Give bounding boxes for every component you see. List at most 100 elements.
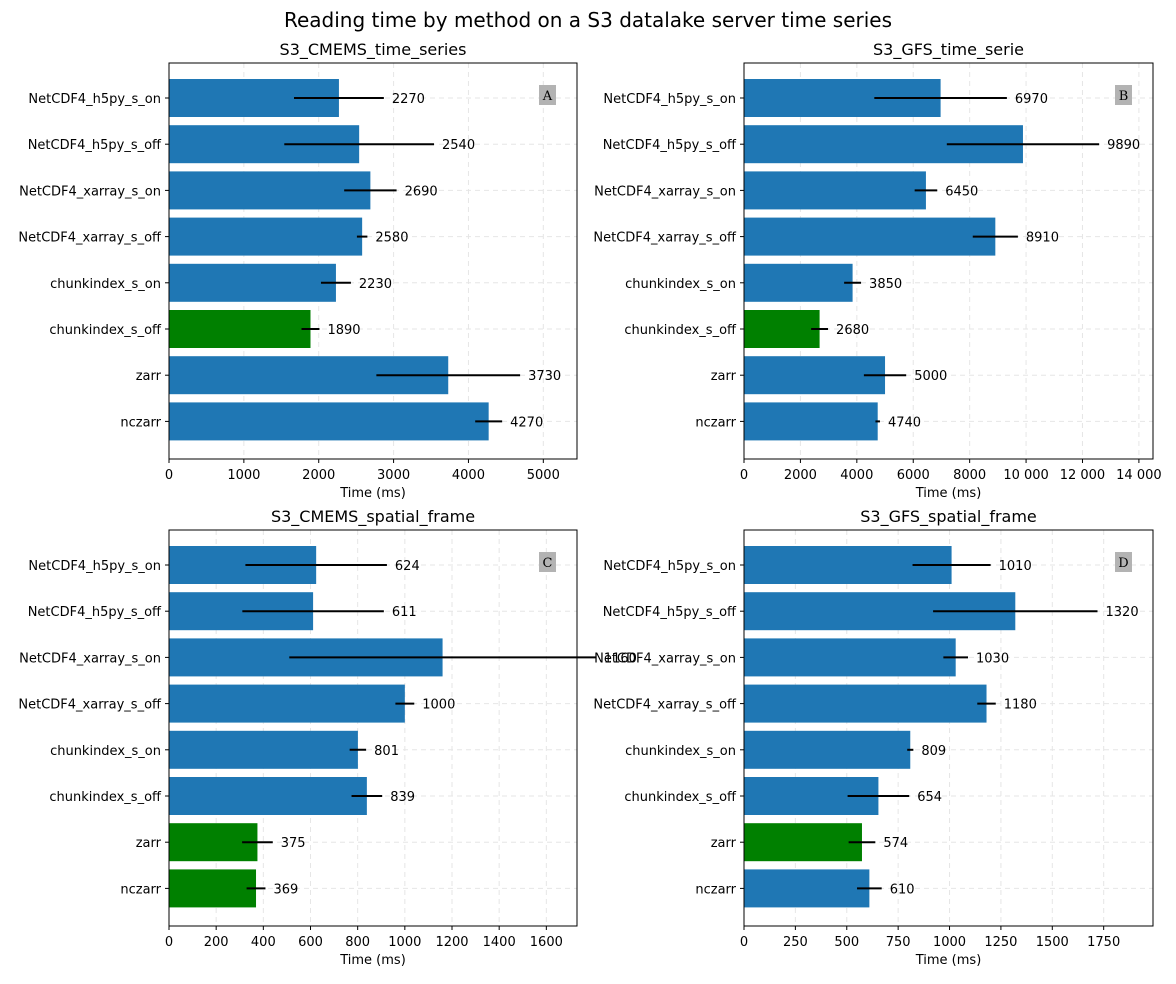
- value-label-chunkindex_s_on: 3850: [869, 277, 902, 292]
- value-label-zarr: 375: [281, 836, 306, 851]
- x-tick-label: 14 000: [1116, 468, 1162, 483]
- category-label-zarr: zarr: [711, 369, 737, 384]
- panel-title: S3_CMEMS_time_series: [280, 40, 467, 60]
- value-label-chunkindex_s_off: 2680: [836, 323, 869, 338]
- value-label-nczarr: 369: [273, 882, 298, 897]
- category-label-NetCDF4_h5py_s_off: NetCDF4_h5py_s_off: [603, 138, 737, 153]
- bar-nczarr: [169, 869, 257, 908]
- value-label-NetCDF4_h5py_s_off: 1320: [1106, 605, 1139, 620]
- category-label-zarr: zarr: [136, 369, 162, 384]
- category-label-NetCDF4_h5py_s_on: NetCDF4_h5py_s_on: [28, 559, 161, 574]
- value-label-NetCDF4_h5py_s_off: 9890: [1107, 138, 1140, 153]
- category-label-nczarr: nczarr: [695, 415, 736, 430]
- x-tick-label: 2000: [784, 468, 817, 483]
- panel-badge-box: [1115, 85, 1132, 105]
- category-label-NetCDF4_xarray_s_off: NetCDF4_xarray_s_off: [593, 698, 737, 713]
- category-label-chunkindex_s_off: chunkindex_s_off: [49, 323, 162, 338]
- category-label-NetCDF4_h5py_s_off: NetCDF4_h5py_s_off: [28, 138, 162, 153]
- panel-badge-box: [539, 552, 556, 572]
- x-tick-label: 1600: [530, 935, 563, 950]
- bar-NetCDF4_xarray_s_off: [744, 217, 996, 256]
- category-label-NetCDF4_xarray_s_off: NetCDF4_xarray_s_off: [18, 231, 162, 246]
- category-label-nczarr: nczarr: [695, 882, 736, 897]
- x-tick-label: 1000: [388, 935, 421, 950]
- x-tick-label: 12 000: [1060, 468, 1106, 483]
- value-label-NetCDF4_xarray_s_on: 1160: [604, 651, 637, 666]
- x-axis-label: Time (ms): [915, 953, 982, 968]
- panel-title: S3_GFS_time_serie: [873, 40, 1024, 60]
- x-tick-label: 500: [834, 935, 859, 950]
- bar-chunkindex_s_on: [744, 263, 853, 302]
- panel-title: S3_GFS_spatial_frame: [860, 507, 1037, 527]
- x-tick-label: 4000: [840, 468, 873, 483]
- x-axis-label: Time (ms): [915, 486, 982, 501]
- x-tick-label: 0: [165, 935, 173, 950]
- value-label-zarr: 574: [883, 836, 908, 851]
- value-label-NetCDF4_xarray_s_off: 1000: [422, 698, 455, 713]
- bar-chunkindex_s_on: [169, 730, 358, 769]
- bar-chunkindex_s_off: [169, 777, 367, 815]
- category-label-chunkindex_s_on: chunkindex_s_on: [625, 744, 736, 759]
- category-label-chunkindex_s_on: chunkindex_s_on: [50, 744, 161, 759]
- category-label-NetCDF4_h5py_s_on: NetCDF4_h5py_s_on: [603, 92, 736, 107]
- x-tick-label: 5000: [527, 468, 560, 483]
- figure-title: Reading time by method on a S3 datalake …: [283, 8, 893, 32]
- value-label-nczarr: 610: [890, 882, 915, 897]
- x-tick-label: 600: [298, 935, 323, 950]
- category-label-chunkindex_s_on: chunkindex_s_on: [625, 277, 736, 292]
- bar-chunkindex_s_on: [169, 263, 336, 302]
- category-label-zarr: zarr: [711, 836, 737, 851]
- panel-badge-box: [539, 85, 556, 105]
- axes-frame: [168, 62, 578, 460]
- value-label-NetCDF4_h5py_s_on: 2270: [392, 92, 425, 107]
- x-tick-label: 1250: [984, 935, 1017, 950]
- x-tick-label: 0: [740, 468, 748, 483]
- bar-nczarr: [744, 402, 878, 441]
- value-label-NetCDF4_h5py_s_off: 2540: [442, 138, 475, 153]
- bar-zarr: [744, 823, 862, 862]
- value-label-chunkindex_s_off: 654: [917, 790, 942, 805]
- bar-NetCDF4_xarray_s_off: [169, 217, 363, 256]
- category-label-chunkindex_s_off: chunkindex_s_off: [624, 790, 737, 805]
- value-label-NetCDF4_xarray_s_off: 1180: [1004, 698, 1037, 713]
- x-tick-label: 8000: [953, 468, 986, 483]
- x-tick-label: 400: [251, 935, 276, 950]
- value-label-chunkindex_s_on: 801: [374, 744, 399, 759]
- bar-NetCDF4_xarray_s_off: [744, 684, 987, 723]
- bar-zarr: [744, 356, 886, 395]
- x-tick-label: 200: [204, 935, 229, 950]
- panel-badge-label: C: [543, 556, 553, 571]
- value-label-NetCDF4_xarray_s_off: 8910: [1026, 231, 1059, 246]
- x-tick-label: 1000: [227, 468, 260, 483]
- category-label-NetCDF4_h5py_s_on: NetCDF4_h5py_s_on: [603, 559, 736, 574]
- x-tick-label: 10 000: [1003, 468, 1049, 483]
- value-label-chunkindex_s_on: 809: [921, 744, 946, 759]
- value-label-NetCDF4_h5py_s_on: 6970: [1015, 92, 1048, 107]
- category-label-NetCDF4_h5py_s_on: NetCDF4_h5py_s_on: [28, 92, 161, 107]
- value-label-NetCDF4_xarray_s_on: 6450: [945, 184, 978, 199]
- category-label-NetCDF4_xarray_s_off: NetCDF4_xarray_s_off: [593, 231, 737, 246]
- x-tick-label: 1000: [933, 935, 966, 950]
- panel-badge-box: [1115, 552, 1132, 572]
- category-label-chunkindex_s_off: chunkindex_s_off: [624, 323, 737, 338]
- bar-NetCDF4_xarray_s_on: [169, 171, 371, 210]
- panel-badge-label: A: [542, 89, 553, 104]
- x-axis-label: Time (ms): [339, 486, 406, 501]
- value-label-NetCDF4_xarray_s_off: 2580: [375, 231, 408, 246]
- category-label-chunkindex_s_off: chunkindex_s_off: [49, 790, 162, 805]
- value-label-NetCDF4_h5py_s_on: 624: [395, 559, 420, 574]
- x-tick-label: 750: [886, 935, 911, 950]
- bar-NetCDF4_xarray_s_off: [169, 684, 405, 723]
- x-tick-label: 0: [740, 935, 748, 950]
- value-label-chunkindex_s_off: 839: [390, 790, 415, 805]
- x-tick-label: 0: [165, 468, 173, 483]
- x-tick-label: 800: [345, 935, 370, 950]
- x-tick-label: 250: [783, 935, 808, 950]
- bar-nczarr: [169, 402, 489, 441]
- x-tick-label: 1200: [435, 935, 468, 950]
- value-label-nczarr: 4270: [510, 415, 543, 430]
- category-label-NetCDF4_xarray_s_on: NetCDF4_xarray_s_on: [19, 184, 161, 199]
- bar-chunkindex_s_off: [169, 310, 311, 348]
- category-label-NetCDF4_xarray_s_off: NetCDF4_xarray_s_off: [18, 698, 162, 713]
